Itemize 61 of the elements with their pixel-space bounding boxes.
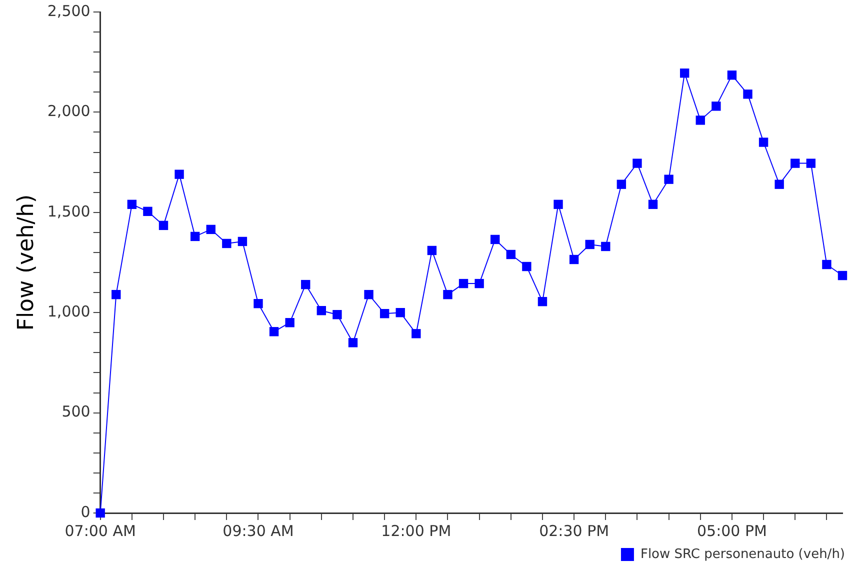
point: [285, 318, 294, 328]
x-tick-label: 09:30 AM: [222, 522, 294, 540]
point: [774, 180, 784, 189]
point: [96, 508, 105, 518]
y-tick-label: 500: [62, 402, 90, 421]
point: [316, 306, 326, 316]
point: [696, 116, 705, 125]
point: [301, 280, 310, 290]
point: [632, 158, 642, 168]
point: [458, 278, 468, 288]
point: [569, 254, 579, 264]
point: [474, 278, 484, 288]
point: [601, 242, 610, 252]
point: [127, 200, 137, 209]
point: [490, 234, 500, 244]
point: [727, 70, 737, 80]
point: [158, 220, 168, 230]
y-tick-label: 0: [80, 502, 90, 521]
point: [790, 158, 800, 168]
point: [538, 296, 548, 306]
point: [396, 308, 405, 318]
point: [506, 250, 516, 260]
legend-label: Flow SRC personenauto (veh/h): [640, 546, 846, 562]
y-tick-label: 1,500: [47, 202, 90, 220]
point: [143, 206, 152, 216]
point: [680, 68, 690, 78]
point: [522, 262, 532, 272]
point: [443, 290, 452, 300]
x-tick-label: 02:30 PM: [539, 522, 610, 540]
point: [222, 238, 232, 248]
point: [585, 240, 594, 250]
point: [838, 270, 848, 280]
point: [254, 298, 263, 308]
point: [269, 327, 279, 336]
point: [332, 310, 342, 320]
y-tick-label: 2,000: [47, 102, 90, 120]
point: [206, 224, 216, 234]
point: [380, 309, 390, 318]
point: [648, 200, 658, 209]
point: [412, 329, 421, 338]
point: [112, 290, 121, 300]
point: [806, 158, 816, 168]
point: [822, 260, 832, 270]
x-tick-label: 07:00 AM: [64, 522, 136, 540]
point: [616, 180, 626, 189]
y-tick-label: 2,500: [47, 2, 90, 20]
point: [758, 138, 768, 147]
point: [427, 246, 437, 256]
y-tick-label: 1,000: [47, 302, 90, 320]
point: [554, 200, 563, 209]
point: [364, 290, 374, 300]
x-tick-label: 12:00 PM: [381, 522, 452, 540]
point: [174, 170, 184, 179]
x-tick-label: 05:00 PM: [696, 522, 767, 540]
point: [712, 102, 721, 111]
point: [348, 338, 358, 348]
point: [190, 232, 200, 242]
point: [238, 236, 248, 246]
y-axis-title: Flow (veh/h): [14, 194, 39, 331]
point: [743, 90, 752, 99]
point: [664, 174, 674, 184]
